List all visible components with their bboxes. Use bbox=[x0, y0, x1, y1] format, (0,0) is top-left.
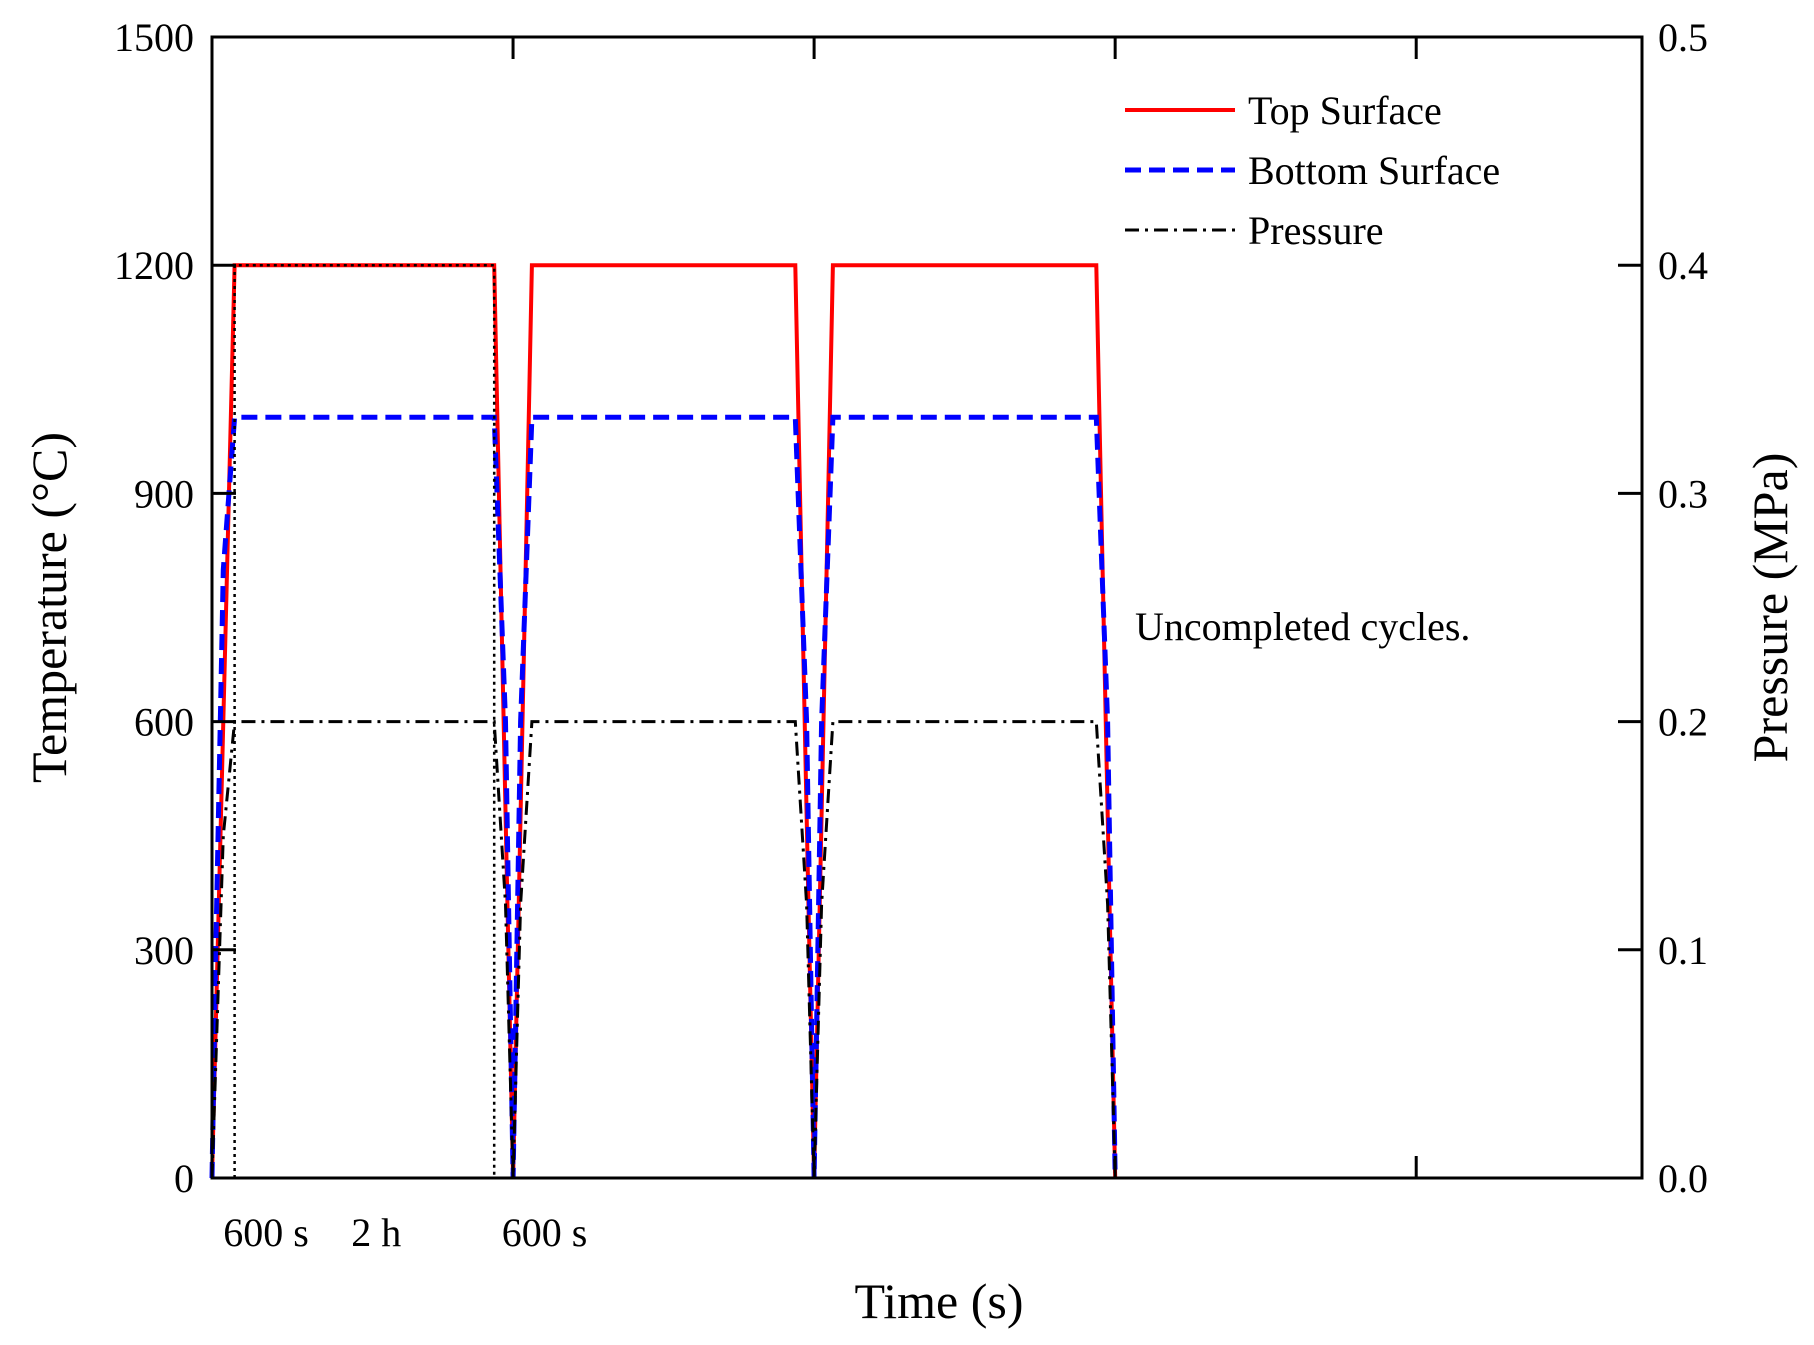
y-tick-label: 300 bbox=[134, 928, 194, 973]
y-tick-label: 900 bbox=[134, 471, 194, 516]
y-axis-title: Temperature (°C) bbox=[21, 432, 77, 783]
series-layer bbox=[209, 263, 1118, 1179]
y-tick-label: 1200 bbox=[114, 243, 194, 288]
annotation-uncompleted-cycles: Uncompleted cycles. bbox=[1135, 604, 1470, 649]
tick-labels: 0 300 600 900 1200 1500 0.0 0.1 0.2 0.3 0.4 0.5 600 … bbox=[114, 15, 1708, 1255]
y2-axis-title: Pressure (MPa) bbox=[1742, 453, 1798, 763]
axes-layer bbox=[210, 35, 1644, 1180]
x-segment-label: 600 s bbox=[502, 1210, 588, 1255]
x-segment-label: 2 h bbox=[351, 1210, 401, 1255]
y-tick-label: 600 bbox=[134, 700, 194, 745]
y2-tick-label: 0.3 bbox=[1658, 471, 1708, 516]
legend: Top Surface Bottom Surface Pressure bbox=[1125, 88, 1500, 253]
series-line-top-surface bbox=[210, 263, 1118, 1179]
y2-tick-label: 0.0 bbox=[1658, 1156, 1708, 1201]
plot-frame bbox=[210, 35, 1644, 1180]
y2-tick-label: 0.1 bbox=[1658, 928, 1708, 973]
y-tick-label: 0 bbox=[174, 1156, 194, 1201]
y2-tick-label: 0.4 bbox=[1658, 243, 1708, 288]
legend-label: Pressure bbox=[1248, 208, 1384, 253]
series-line-bottom-surface bbox=[209, 414, 1118, 1179]
y2-tick-label: 0.2 bbox=[1658, 700, 1708, 745]
legend-label: Bottom Surface bbox=[1248, 148, 1500, 193]
x-segment-label: 600 s bbox=[223, 1210, 309, 1255]
legend-label: Top Surface bbox=[1248, 88, 1442, 133]
x-axis-title: Time (s) bbox=[854, 1273, 1023, 1329]
y-tick-label: 1500 bbox=[114, 15, 194, 60]
series-line-pressure bbox=[210, 720, 1117, 1179]
y2-tick-label: 0.5 bbox=[1658, 15, 1708, 60]
